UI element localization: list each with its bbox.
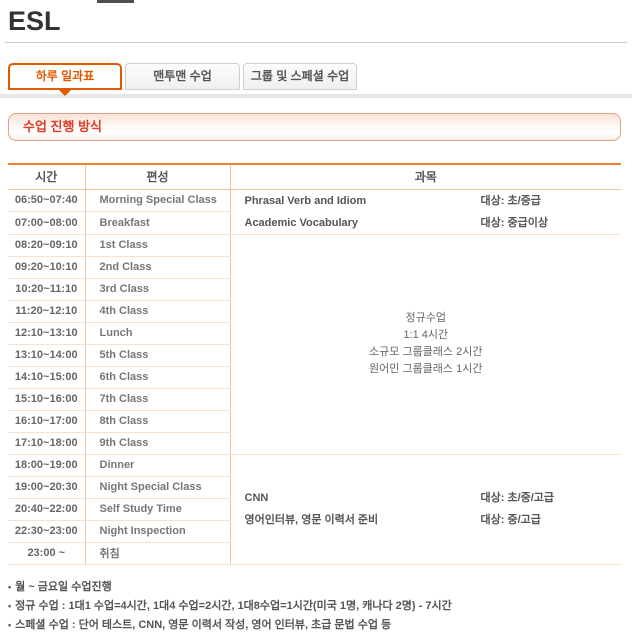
activity-cell: 취침 [85,542,231,565]
table-row: 14:10~15:00 6th Class [8,366,621,389]
time-cell: 10:20~11:10 [8,278,86,301]
note-text: 월 ~ 금요일 수업진행 [15,581,112,593]
activity-cell: Night Inspection [85,520,231,543]
activity-cell: 3rd Class [85,278,231,301]
page-title: ESL [8,6,61,36]
activity-cell: 5th Class [85,344,231,367]
activity-cell: 1st Class [85,234,231,257]
note-text: 정규 수업 : 1대1 수업=4시간, 1대4 수업=2시간, 1대8수업=1시… [15,600,452,612]
title-divider [5,42,627,43]
subject-cell-night: CNN 대상: 초/중/고급 영어인터뷰, 영문 이력서 준비 대상: 중/고급 [230,454,621,565]
table-row: 12:10~13:10 Lunch [8,322,621,345]
table-row: 10:20~11:10 3rd Class [8,278,621,301]
tab-baseline-band [0,94,632,98]
subject-name: 영어인터뷰, 영문 이력서 준비 [244,514,379,526]
table-row: 15:10~16:00 7th Class [8,388,621,411]
subject-target: 대상: 초/중급 [480,194,541,207]
table-row: 07:00~08:00 Breakfast [8,211,621,235]
table-row: 09:20~10:10 2nd Class [8,256,621,279]
section-title: 수업 진행 방식 [23,119,102,134]
activity-cell: Morning Special Class [85,189,231,212]
activity-cell: Self Study Time [85,498,231,521]
note-item: • 월 ~ 금요일 수업진행 [8,578,624,597]
time-cell: 13:10~14:00 [8,344,86,367]
activity-cell: 7th Class [85,388,231,411]
regular-class-line: 소규모 그룹클래스 2시간 [369,346,483,358]
time-cell: 16:10~17:00 [8,410,86,433]
activity-cell: 6th Class [85,366,231,389]
column-header-time: 시간 [8,164,86,190]
table-row: 20:40~22:00 Self Study Time [8,498,621,521]
table-row: 18:00~19:00 Dinner CNN 대상: 초/중/고급 영어인터뷰,… [8,454,621,565]
activity-cell: 8th Class [85,410,231,433]
time-cell: 20:40~22:00 [8,498,86,521]
cropped-element-fragment [97,0,134,3]
time-cell: 19:00~20:30 [8,476,86,499]
bullet-icon: • [8,620,12,630]
schedule-table: 시간 편성 과목 06:50~07:40 Morning Special Cla… [8,163,621,565]
table-row: 17:10~18:00 9th Class [8,432,621,455]
table-row: 23:00 ~ 취침 [8,542,621,565]
note-item: • 정규 수업 : 1대1 수업=4시간, 1대4 수업=2시간, 1대8수업=1… [8,597,624,616]
table-row: 13:10~14:00 5th Class [8,344,621,367]
time-cell: 11:20~12:10 [8,300,86,323]
subject-name: CNN [244,492,269,504]
footer-notes: • 월 ~ 금요일 수업진행 • 정규 수업 : 1대1 수업=4시간, 1대4 수… [8,578,624,635]
subject-target: 대상: 초/중/고급 [480,492,555,504]
table-header-row: 시간 편성 과목 [8,164,621,190]
regular-class-line: 원어민 그룹클래스 1시간 [369,363,483,375]
time-cell: 18:00~19:00 [8,454,86,477]
tab-daily-schedule[interactable]: 하루 일과표 [8,63,122,96]
tab-label: 하루 일과표 [35,69,95,83]
table-row: 06:50~07:40 Morning Special Class Phrasa… [8,189,621,235]
activity-cell: Night Special Class [85,476,231,499]
subject-name: Academic Vocabulary [244,216,359,229]
table-row: 11:20~12:10 4th Class [8,300,621,323]
time-cell: 22:30~23:00 [8,520,86,543]
active-tab-pointer-icon [59,90,71,96]
time-cell: 14:10~15:00 [8,366,86,389]
note-text: 스페셜 수업 : 단어 테스트, CNN, 영문 이력서 작성, 영어 인터뷰,… [15,619,392,631]
table-row: 08:20~09:10 1st Class 정규수업 1:1 4시간 소규모 그… [8,234,621,455]
tab-label: 맨투맨 수업 [153,69,212,83]
regular-class-line: 정규수업 [405,312,446,324]
note-item: • 스페셜 수업 : 단어 테스트, CNN, 영문 이력서 작성, 영어 인터뷰… [8,616,624,635]
subject-target: 대상: 중급이상 [480,216,548,229]
tab-man-to-man-class[interactable]: 맨투맨 수업 [125,63,240,90]
time-cell: 06:50~07:40 [8,189,86,212]
time-cell: 23:00 ~ [8,542,86,565]
time-cell: 07:00~08:00 [8,211,86,235]
tab-group-special-class[interactable]: 그룹 및 스페셜 수업 [243,63,357,90]
subject-cell-morning: Phrasal Verb and Idiom 대상: 초/중급 Academic… [230,189,621,235]
activity-cell: Lunch [85,322,231,345]
tab-label: 그룹 및 스페셜 수업 [250,69,350,83]
activity-cell: Dinner [85,454,231,477]
subject-target: 대상: 중/고급 [480,514,541,526]
column-header-subject: 과목 [230,164,621,190]
section-header: 수업 진행 방식 [8,113,621,141]
column-header-formation: 편성 [85,164,231,190]
table-row: 22:30~23:00 Night Inspection [8,520,621,543]
time-cell: 15:10~16:00 [8,388,86,411]
activity-cell: 4th Class [85,300,231,323]
activity-cell: 9th Class [85,432,231,455]
activity-cell: Breakfast [85,211,231,235]
subject-name: Phrasal Verb and Idiom [244,194,367,207]
time-cell: 17:10~18:00 [8,432,86,455]
subject-cell-regular: 정규수업 1:1 4시간 소규모 그룹클래스 2시간 원어민 그룹클래스 1시간 [230,234,621,455]
time-cell: 12:10~13:10 [8,322,86,345]
time-cell: 09:20~10:10 [8,256,86,279]
bullet-icon: • [8,582,12,592]
table-row: 16:10~17:00 8th Class [8,410,621,433]
bullet-icon: • [8,601,12,611]
regular-class-line: 1:1 4시간 [403,329,449,341]
time-cell: 08:20~09:10 [8,234,86,257]
table-row: 19:00~20:30 Night Special Class [8,476,621,499]
activity-cell: 2nd Class [85,256,231,279]
